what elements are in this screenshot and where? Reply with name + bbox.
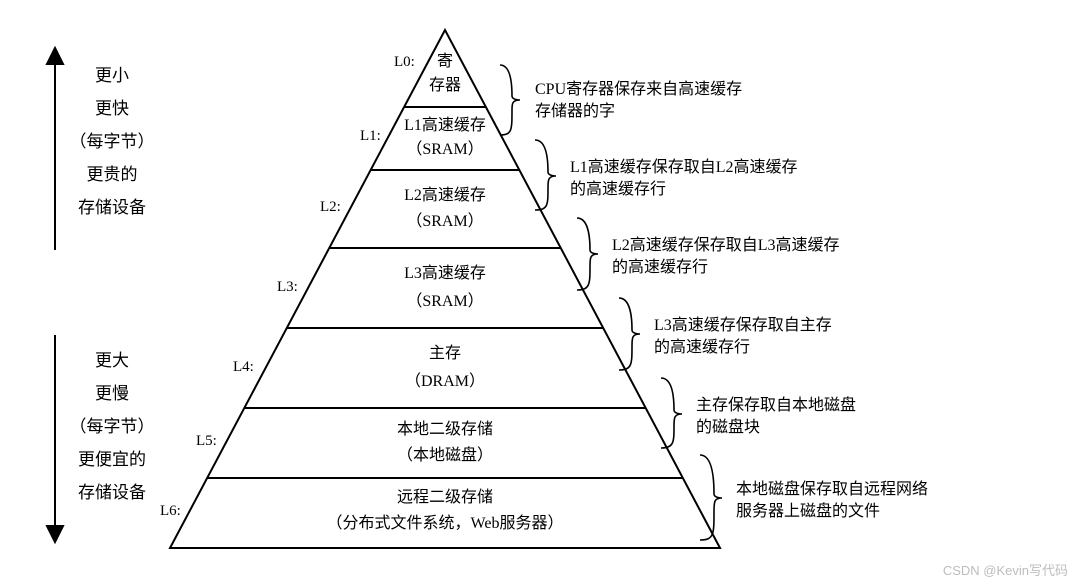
level-tag-4: L4: [233, 358, 254, 378]
left-top-2: 更快 [95, 98, 129, 120]
left-top-5: 存储设备 [78, 197, 146, 219]
left-bot-2: 更慢 [95, 383, 129, 405]
left-top-4: 更贵的 [87, 164, 138, 186]
annot-4-l2: 的磁盘块 [696, 418, 760, 439]
left-top-1: 更小 [95, 65, 129, 87]
level-1-line1: L1高速缓存 [404, 116, 486, 137]
level-3-line1: L3高速缓存 [404, 264, 486, 285]
level-6-line2: （分布式文件系统，Web服务器） [327, 514, 564, 535]
level-tag-1: L1: [360, 127, 381, 147]
annot-2-l1: L2高速缓存保存取自L3高速缓存 [612, 236, 840, 257]
annot-3-l2: 的高速缓存行 [654, 338, 750, 359]
level-2-line2: （SRAM） [406, 212, 483, 233]
left-bot-3: （每字节） [70, 416, 155, 438]
level-tag-0: L0: [394, 53, 415, 73]
level-tag-6: L6: [160, 502, 181, 522]
annot-2-l2: 的高速缓存行 [612, 258, 708, 279]
annot-0-l2: 存储器的字 [535, 102, 615, 123]
level-1-line2: （SRAM） [406, 140, 483, 161]
left-bot-5: 存储设备 [78, 482, 146, 504]
annot-0-l1: CPU寄存器保存来自高速缓存 [535, 80, 742, 101]
level-3-line2: （SRAM） [406, 292, 483, 313]
level-5-line2: （本地磁盘） [397, 446, 493, 467]
level-5-line1: 本地二级存储 [397, 420, 493, 441]
annot-1-l2: 的高速缓存行 [570, 180, 666, 201]
level-4-line2: （DRAM） [405, 372, 485, 393]
annot-5-l1: 本地磁盘保存取自远程网络 [736, 480, 928, 501]
watermark: CSDN @Kevin写代码 [943, 560, 1068, 579]
annot-3-l1: L3高速缓存保存取自主存 [654, 316, 832, 337]
annot-4-l1: 主存保存取自本地磁盘 [696, 396, 856, 417]
left-bot-1: 更大 [95, 350, 129, 372]
left-top-3: （每字节） [70, 131, 155, 153]
level-tag-5: L5: [196, 432, 217, 452]
annot-1-l1: L1高速缓存保存取自L2高速缓存 [570, 158, 798, 179]
memory-hierarchy-diagram: L0: L1: L2: L3: L4: L5: L6: 寄 存器 L1高速缓存 … [0, 0, 1080, 585]
annot-5-l2: 服务器上磁盘的文件 [736, 502, 880, 523]
level-0-line2: 存器 [429, 76, 461, 97]
level-4-line1: 主存 [429, 344, 461, 365]
level-6-line1: 远程二级存储 [397, 488, 493, 509]
left-bot-4: 更便宜的 [78, 449, 146, 471]
level-0-line1: 寄 [437, 52, 453, 73]
level-tag-2: L2: [320, 198, 341, 218]
level-2-line1: L2高速缓存 [404, 186, 486, 207]
level-tag-3: L3: [277, 278, 298, 298]
